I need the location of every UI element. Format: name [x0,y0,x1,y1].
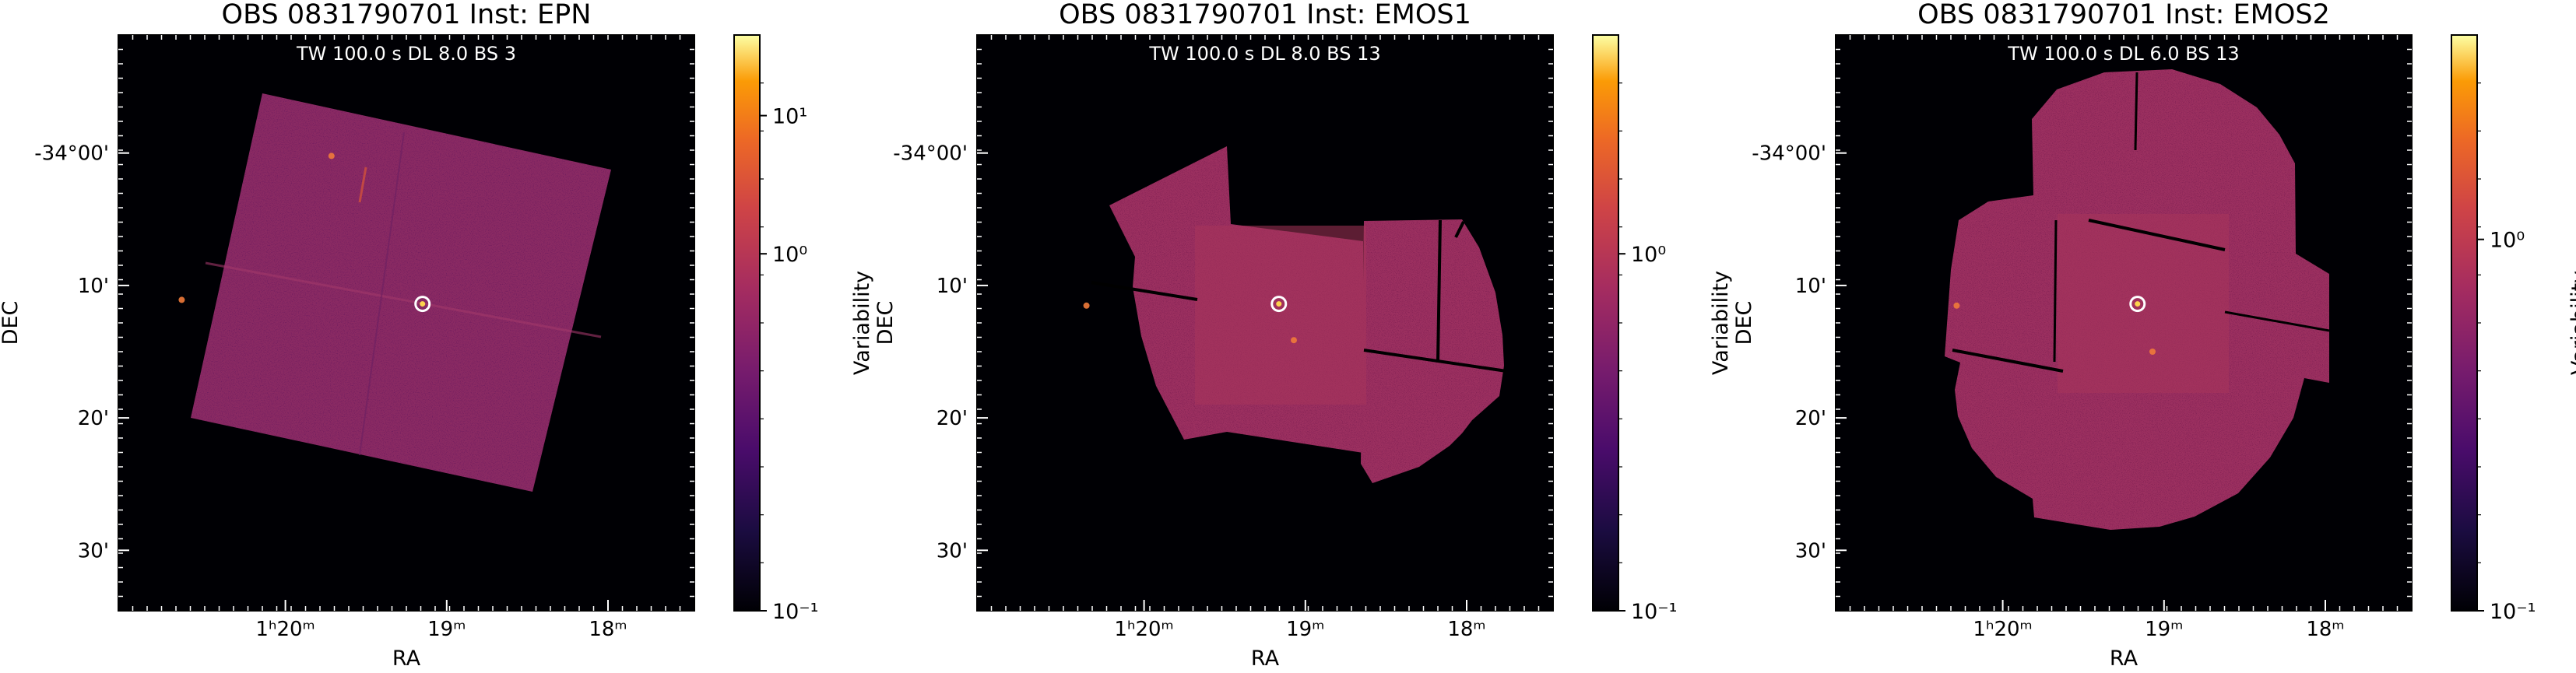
chart-annotation: TW 100.0 s DL 8.0 BS 13 [1148,43,1380,65]
chart-title: OBS 0831790701 Inst: EPN [222,0,592,30]
colorbar-tick-label: 10⁰ [772,243,807,267]
colorbar-label: Variability [850,271,874,375]
bright-pixel [1953,302,1960,309]
bright-pixel [1083,302,1090,309]
source-core [2135,301,2141,307]
colorbar-tick-label: 10⁰ [1631,243,1666,267]
colorbar-tick-label: 10⁻¹ [1631,600,1677,624]
x-tick-label: 19ᵐ [427,618,466,641]
panel-1: OBS 0831790701 Inst: EPN TW 100.0 s DL 8.… [0,0,898,671]
y-tick-label: 20' [1795,407,1826,430]
y-tick-label: 20' [937,407,968,430]
source-core [420,301,426,307]
ccd-gap [2224,310,2330,332]
y-tick-label: 10' [1795,275,1826,298]
ccd-gap [1436,219,1442,363]
chart-title: OBS 0831790701 Inst: EMOS2 [1917,0,2330,30]
x-tick-label: 19ᵐ [1286,618,1324,641]
ccd-gap [1952,349,2064,373]
x-tick-label: 1ʰ20ᵐ [1114,618,1173,641]
y-axis-label: DEC [0,301,23,345]
source-marker [1270,296,1288,313]
x-tick-label: 1ʰ20ᵐ [255,618,315,641]
bright-pixel [178,296,185,303]
source-marker [2129,296,2146,313]
y-tick-label: 20' [78,407,109,430]
colorbar-label: Variability [2567,271,2576,375]
chart-annotation: TW 100.0 s DL 8.0 BS 3 [296,43,516,65]
y-tick-label: -34°00' [1752,142,1826,166]
y-tick-label: 30' [78,539,109,563]
x-axis-label: RA [2110,647,2138,671]
ccd-gap [1454,221,1465,238]
colorbar-tick-label: 10⁰ [2490,229,2525,253]
chart-annotation: TW 100.0 s DL 6.0 BS 13 [2007,43,2239,65]
x-tick-label: 18ᵐ [589,618,627,641]
colorbar [2451,34,2478,612]
colorbar-tick-label: 10⁻¹ [2490,600,2536,624]
ccd-gap [2134,72,2138,151]
x-axis-label: RA [392,647,421,671]
panel-3: OBS 0831790701 Inst: EMOS2 TW 100.0 s DL … [1752,0,2576,671]
central-ccd [1195,226,1366,405]
ccd-gap [1363,349,1507,373]
y-tick-label: 10' [78,275,109,298]
y-tick-label: -34°00' [34,142,109,166]
y-tick-label: 30' [937,539,968,563]
bright-pixel [2149,349,2156,355]
source-marker [414,296,431,313]
ccd-gap [2088,219,2226,251]
ccd-gap [2053,219,2058,363]
image-area [178,93,611,492]
colorbar-tick-label: 10⁻¹ [772,600,818,624]
chip-gap [205,261,602,338]
ccd-gap [1091,281,1198,301]
y-tick-label: 30' [1795,539,1826,563]
colorbar-label: Variability [1709,271,1733,375]
colorbar-tick-label: 10¹ [772,105,807,129]
detector-noise [191,93,611,492]
x-tick-label: 18ᵐ [1447,618,1485,641]
colorbar-label-2: DEC [873,301,898,345]
image-area [1945,69,2330,530]
bright-pixel [1291,337,1297,344]
chart-title: OBS 0831790701 Inst: EMOS1 [1059,0,1471,30]
colorbar-label-2: DEC [1732,301,1756,345]
colorbar [1592,34,1619,612]
x-axis-label: RA [1251,647,1280,671]
panel-2: OBS 0831790701 Inst: EMOS1 TW 100.0 s DL … [893,0,1756,671]
source-core [1276,301,1282,307]
y-tick-label: -34°00' [893,142,968,166]
x-tick-label: 1ʰ20ᵐ [1973,618,2032,641]
x-tick-label: 18ᵐ [2306,618,2344,641]
bright-pixel [328,152,335,159]
y-tick-label: 10' [937,275,968,298]
chip-gap [359,131,405,456]
colorbar [733,34,761,612]
x-tick-label: 19ᵐ [2145,618,2183,641]
central-ccd [2058,214,2229,393]
image-area [1083,146,1507,483]
streak [358,166,367,203]
